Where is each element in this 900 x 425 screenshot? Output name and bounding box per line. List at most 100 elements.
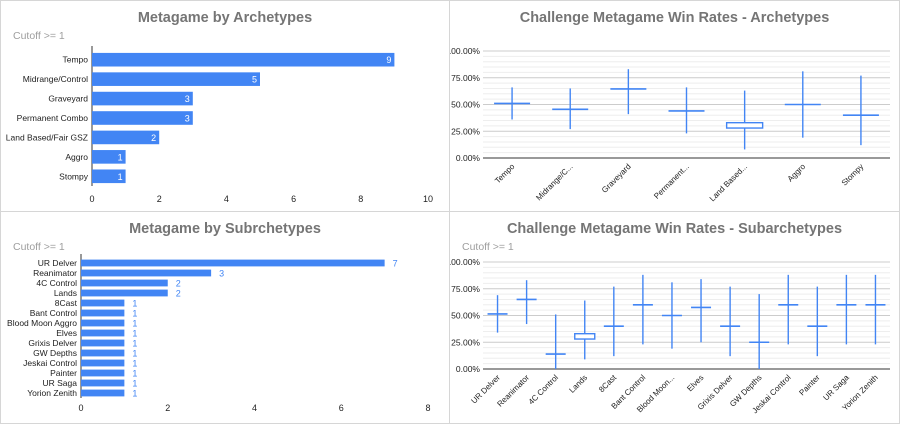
bar [92,72,260,86]
data-label: 3 [185,114,190,124]
bar [92,91,193,106]
x-tick-label: 10 [423,194,433,204]
bar [81,309,125,317]
category-label: Painter [50,368,77,378]
data-label: 2 [176,279,181,289]
data-label: 1 [132,329,137,339]
data-label: 9 [386,55,391,65]
data-label: 7 [393,259,398,269]
archetype-bar-chart: Tempo 9 Midrange/Control 5 Graveyard 3 Permane… [6,46,433,204]
x-tick-label: 4 [252,403,257,413]
y-tick-label: 0.00% [456,153,481,163]
y-tick-label: 0.00% [456,364,481,374]
y-tick-label: 50.00% [451,100,480,110]
subarchetype-bar-chart: UR Delver 7 Reanimator 3 4C Control 2 Lands 2 8C… [7,254,431,413]
data-label: 1 [132,309,137,319]
subarchetype-metagame-panel: Metagame by Subrchetypes Cutoff >= 1 UR … [0,211,450,424]
y-tick-label: 50.00% [451,311,480,321]
data-label: 1 [132,369,137,379]
data-label: 1 [118,152,123,162]
chart-title: Challenge Metagame Win Rates - Subarchet… [506,221,843,237]
category-label: Bant Control [30,308,77,318]
bar [81,389,125,397]
x-category-label: 8Cast [597,373,619,395]
bar [81,259,385,267]
bar [81,279,168,287]
x-category-label: UR Saga [821,373,851,403]
chart-subtitle: Cutoff >= 1 [462,241,514,253]
y-tick-label: 100.00% [450,46,480,56]
x-tick-label: 8 [358,194,363,204]
category-label: 8Cast [55,298,78,308]
bar [81,379,125,387]
archetype-metagame-panel: Metagame by Archetypes Cutoff >= 1 Tempo… [0,0,450,212]
category-label: Graveyard [48,94,88,104]
category-label: GW Depths [33,348,77,358]
category-label: Reanimator [33,268,77,278]
y-tick-label: 75.00% [451,73,480,83]
category-label: Tempo [62,55,88,65]
x-tick-label: 4 [224,194,229,204]
data-label: 1 [118,172,123,182]
x-category-label: Painter [797,373,822,398]
bar [81,369,125,377]
x-tick-label: 2 [165,403,170,413]
x-category-label: Graveyard [600,162,633,195]
x-category-label: Aggro [786,162,808,184]
category-label: Jeskai Control [23,358,77,368]
data-label: 1 [132,299,137,309]
category-label: Midrange/Control [23,74,88,84]
x-tick-label: 8 [425,403,430,413]
chart-subtitle: Cutoff >= 1 [13,30,65,42]
data-label: 1 [132,379,137,389]
bar [92,52,395,67]
category-label: Permanent Combo [17,113,89,123]
data-label: 1 [132,349,137,359]
category-label: Lands [54,288,77,298]
x-category-label: Permanent... [652,162,691,201]
subarchetype-winrate-panel: Challenge Metagame Win Rates - Subarchet… [449,211,900,424]
category-label: Grixis Delver [28,338,77,348]
category-label: UR Delver [38,258,77,268]
candle-body [725,121,764,129]
chart-subtitle: Cutoff >= 1 [13,241,65,253]
data-label: 1 [132,389,137,399]
x-category-label: Midrange/C... [534,162,574,202]
y-tick-label: 25.00% [451,337,480,347]
bar [81,339,125,347]
data-label: 3 [185,94,190,104]
bar [92,150,126,164]
bar [81,319,125,327]
chart-title: Metagame by Archetypes [137,10,313,26]
bar [81,359,125,367]
x-tick-label: 6 [339,403,344,413]
x-tick-label: 6 [291,194,296,204]
data-label: 5 [252,75,257,85]
category-label: Blood Moon Aggro [7,318,77,328]
category-label: Aggro [65,152,88,162]
category-label: UR Saga [43,378,78,388]
y-tick-label: 25.00% [451,126,480,136]
data-label: 2 [176,289,181,299]
category-label: Stompy [59,171,89,181]
y-tick-label: 75.00% [451,284,480,294]
bar [81,269,212,277]
bar [81,329,125,337]
chart-title: Metagame by Subrchetypes [129,221,321,237]
category-label: Elves [56,328,77,338]
category-label: 4C Control [36,278,77,288]
chart-title: Challenge Metagame Win Rates - Archetype… [519,10,830,26]
x-category-label: Tempo [493,162,517,186]
category-label: Land Based/Fair GSZ [6,132,88,142]
x-tick-label: 2 [157,194,162,204]
archetype-winrate-chart: 0.00% 25.00% 50.00% 75.00% 100.00% Tempo Midra… [450,46,890,203]
bar [81,289,168,297]
archetype-winrate-panel: Challenge Metagame Win Rates - Archetype… [449,0,900,212]
x-category-label: Elves [685,373,705,393]
bar [92,111,193,125]
bar [81,299,125,307]
data-label: 2 [151,133,156,143]
x-category-label: Stompy [840,162,866,188]
x-tick-label: 0 [89,194,94,204]
